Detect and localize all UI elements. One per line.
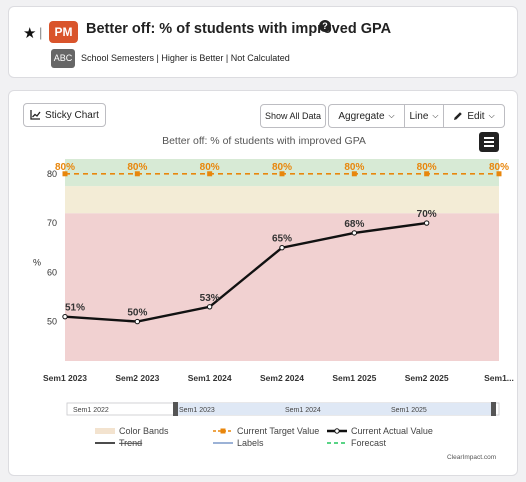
actual-line bbox=[64, 221, 427, 323]
chart-menu-icon[interactable] bbox=[479, 132, 499, 152]
actual-data-label: 50% bbox=[127, 308, 147, 319]
navigator-selection bbox=[175, 403, 493, 415]
edit-label: Edit bbox=[467, 110, 485, 122]
actual-point bbox=[206, 304, 213, 310]
legend-swatch-target[interactable] bbox=[213, 428, 233, 434]
target-data-label: 80% bbox=[489, 162, 509, 173]
header-card: ★ | PM Better off: % of students with im… bbox=[8, 6, 518, 78]
sticky-chart-label: Sticky Chart bbox=[45, 109, 99, 121]
type-badge: ABC bbox=[51, 49, 75, 68]
navigator-label: Sem1 2025 bbox=[391, 407, 427, 414]
legend-swatch-band[interactable] bbox=[95, 428, 115, 434]
x-tick-label: Sem2 2023 bbox=[115, 373, 159, 383]
target-point bbox=[279, 171, 285, 177]
legend-label: Current Target Value bbox=[237, 426, 319, 436]
help-icon[interactable]: ? bbox=[319, 20, 331, 32]
actual-point bbox=[423, 220, 430, 226]
y-tick-label: 80 bbox=[47, 169, 57, 179]
target-data-label: 80% bbox=[344, 162, 364, 173]
navigator-handle bbox=[173, 402, 178, 416]
actual-point bbox=[279, 244, 285, 251]
chevron-down-icon: ⌵ bbox=[388, 111, 395, 120]
footer-credit: ClearImpact.com bbox=[447, 454, 497, 461]
color-band bbox=[65, 186, 499, 214]
legend-label: Current Actual Value bbox=[351, 426, 433, 436]
target-data-label: 80% bbox=[417, 162, 437, 173]
line-label: Line bbox=[409, 110, 429, 122]
x-tick-label: Sem1... bbox=[484, 373, 514, 383]
actual-data-label: 65% bbox=[272, 234, 292, 245]
actual-point bbox=[134, 318, 141, 325]
legend-label: Color Bands bbox=[119, 426, 169, 436]
target-point bbox=[496, 171, 502, 177]
target-point bbox=[134, 171, 140, 177]
aggregate-dropdown[interactable]: Aggregate ⌵ bbox=[328, 104, 405, 128]
target-point bbox=[62, 171, 68, 177]
pencil-icon bbox=[454, 112, 463, 120]
actual-data-label: 53% bbox=[200, 293, 220, 304]
aggregate-label: Aggregate bbox=[338, 110, 385, 122]
target-point bbox=[424, 171, 430, 177]
target-data-label: 80% bbox=[55, 162, 75, 173]
target-data-label: 80% bbox=[200, 162, 220, 173]
navigator-label: Sem1 2022 bbox=[73, 407, 109, 414]
x-tick-label: Sem2 2025 bbox=[405, 373, 449, 383]
chevron-down-icon: ⌵ bbox=[432, 111, 439, 120]
y-axis-label: % bbox=[33, 257, 41, 267]
x-tick-label: Sem1 2024 bbox=[188, 373, 232, 383]
x-tick-label: Sem2 2024 bbox=[260, 373, 304, 383]
legend-label: Labels bbox=[237, 438, 264, 448]
x-tick-label: Sem1 2025 bbox=[332, 373, 376, 383]
navigator-label: Sem1 2024 bbox=[285, 407, 321, 414]
chart-card: Sticky Chart Show All Data Aggregate ⌵ L… bbox=[8, 90, 518, 476]
show-all-data-button[interactable]: Show All Data bbox=[260, 104, 326, 128]
navigator-label: Sem1 2023 bbox=[179, 407, 215, 414]
actual-point bbox=[62, 313, 68, 320]
actual-data-label: 68% bbox=[344, 219, 364, 230]
y-tick-label: 70 bbox=[47, 218, 57, 228]
navigator-handle bbox=[491, 402, 496, 416]
chart-title: Better off: % of students with improved … bbox=[162, 135, 366, 147]
pm-badge: PM bbox=[49, 21, 78, 43]
y-tick-label: 50 bbox=[47, 317, 57, 327]
star-icon[interactable]: ★ bbox=[23, 25, 37, 42]
header-separator: | bbox=[39, 25, 43, 40]
target-data-label: 80% bbox=[127, 162, 147, 173]
y-tick-label: 60 bbox=[47, 267, 57, 277]
line-chart: 50 60 70 80% Sem1 2023 Sem2 2023 Sem1 2024 Sem… bbox=[33, 159, 514, 448]
actual-data-label: 70% bbox=[417, 209, 437, 220]
target-point bbox=[351, 171, 357, 177]
legend-label: Trend bbox=[119, 438, 142, 448]
sticky-chart-button[interactable]: Sticky Chart bbox=[23, 103, 106, 127]
color-band bbox=[65, 213, 499, 361]
chart-type-dropdown[interactable]: Line ⌵ bbox=[404, 104, 444, 128]
chevron-down-icon: ⌵ bbox=[488, 111, 495, 120]
legend-label: Forecast bbox=[351, 438, 387, 448]
edit-dropdown[interactable]: Edit ⌵ bbox=[443, 104, 505, 128]
measure-meta: School Semesters | Higher is Better | No… bbox=[81, 53, 290, 63]
x-tick-label: Sem1 2023 bbox=[43, 373, 87, 383]
target-data-label: 80% bbox=[272, 162, 292, 173]
actual-point bbox=[351, 230, 358, 236]
target-point bbox=[207, 171, 213, 177]
legend-swatch-actual[interactable] bbox=[327, 428, 347, 434]
chart-line-icon bbox=[30, 110, 41, 120]
page-title: Better off: % of students with improved … bbox=[86, 21, 392, 37]
show-all-data-label: Show All Data bbox=[264, 111, 322, 121]
actual-data-label: 51% bbox=[65, 303, 85, 314]
